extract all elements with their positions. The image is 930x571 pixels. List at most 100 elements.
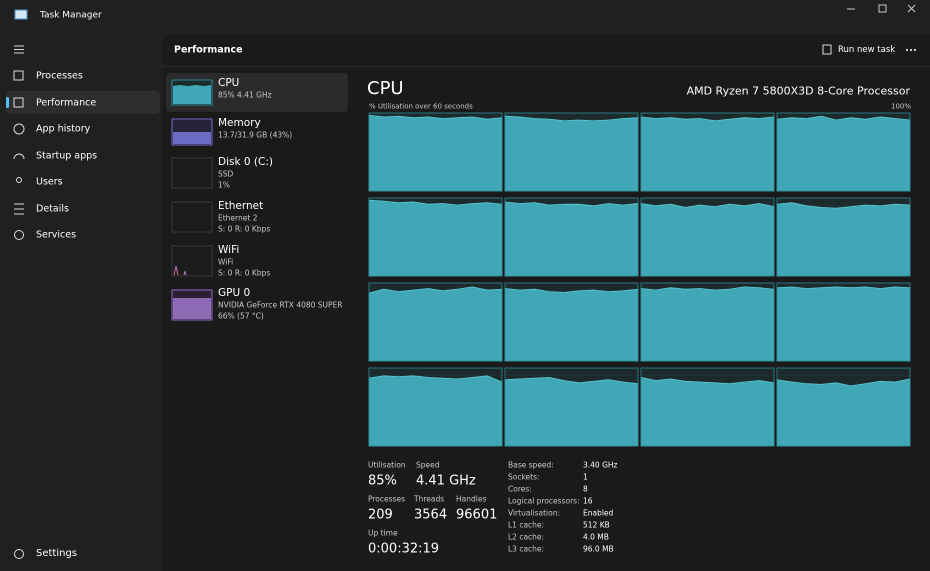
core-graphs — [368, 112, 911, 447]
device-detail: SSD — [218, 169, 234, 179]
core-utilisation-area — [368, 286, 503, 362]
maximize-button[interactable] — [878, 4, 887, 13]
core-utilisation-area — [776, 202, 911, 277]
stat-label: Processes — [368, 494, 405, 504]
spec-value: 16 — [583, 496, 593, 506]
spec-label: L1 cache: — [508, 520, 545, 530]
device-detail: 13.7/31.9 GB (43%) — [218, 130, 293, 140]
stat-value: 0:00:32:19 — [368, 541, 440, 557]
spec-value: 3.40 GHz — [583, 460, 618, 470]
device-detail: 66% (57 °C) — [218, 310, 264, 320]
core-graph-border — [776, 197, 911, 277]
device-detail: 1% — [218, 179, 230, 189]
device-detail: S: 0 R: 0 Kbps — [218, 223, 271, 233]
core-utilisation-area — [640, 203, 775, 277]
app-history-icon — [13, 123, 25, 135]
stat-label: Up time — [368, 528, 398, 538]
spec-label: L3 cache: — [508, 544, 545, 554]
spec-label: Logical processors: — [508, 496, 580, 506]
spec-value: 96.0 MB — [583, 544, 614, 554]
stat-label: Utilisation — [368, 460, 406, 470]
graph-label: % Utilisation over 60 seconds — [369, 102, 473, 111]
page-title: Performance — [174, 44, 243, 56]
core-utilisation-area — [776, 286, 911, 362]
nav-item[interactable]: Users — [36, 176, 63, 188]
core-utilisation-area — [776, 115, 911, 192]
run-task-icon[interactable] — [822, 44, 832, 55]
nav-item[interactable]: Startup apps — [36, 150, 98, 162]
core-graph-border — [640, 282, 775, 362]
graph-max: 100% — [890, 102, 911, 111]
nav-item[interactable]: Services — [36, 229, 77, 241]
core-graph-border — [640, 197, 775, 277]
nav-item[interactable]: Processes — [36, 70, 83, 82]
core-graph-border — [640, 112, 775, 192]
device-name[interactable]: Memory — [218, 116, 261, 129]
core-utilisation-area — [504, 288, 639, 362]
spec-label: Virtualisation: — [508, 508, 560, 518]
stat-value: 209 — [368, 507, 393, 523]
core-graph-border — [504, 367, 639, 447]
stat-value: 3564 — [414, 507, 448, 523]
ethernet-thumb — [171, 201, 213, 233]
device-detail: NVIDIA GeForce RTX 4080 SUPER — [218, 300, 343, 310]
startup-icon — [13, 153, 25, 160]
menu-button[interactable] — [14, 45, 24, 54]
core-utilisation-area — [368, 114, 503, 192]
window-title: Task Manager — [40, 10, 102, 21]
nav-item[interactable]: Performance — [36, 97, 97, 109]
device-detail: 85% 4.41 GHz — [218, 90, 272, 100]
core-utilisation-area — [504, 115, 639, 192]
processes-icon — [13, 70, 24, 81]
nav-item[interactable]: App history — [36, 123, 91, 135]
more-button[interactable] — [905, 48, 917, 52]
core-graph-border — [368, 197, 503, 277]
stat-label: Speed — [416, 460, 440, 470]
cpu-title: CPU — [367, 78, 404, 99]
core-utilisation-area — [504, 201, 639, 277]
device-name[interactable]: WiFi — [218, 243, 240, 256]
stat-label: Handles — [456, 494, 487, 504]
stat-value: 96601 — [456, 507, 498, 523]
spec-label: Cores: — [508, 484, 532, 494]
services-icon — [14, 230, 24, 240]
device-name[interactable]: Disk 0 (C:) — [218, 155, 273, 168]
nav-icons — [13, 70, 25, 559]
cpu-model: AMD Ryzen 7 5800X3D 8-Core Processor — [686, 84, 910, 98]
core-graph-border — [504, 282, 639, 362]
core-utilisation-area — [368, 375, 503, 447]
core-utilisation-area — [776, 378, 911, 447]
settings-icon — [14, 549, 24, 559]
core-graph-border — [368, 282, 503, 362]
device-name[interactable]: CPU — [218, 76, 240, 89]
stat-value: 85% — [368, 473, 397, 489]
memory-thumb-area — [173, 132, 211, 144]
core-graph-border — [640, 367, 775, 447]
spec-label: Sockets: — [508, 472, 540, 482]
core-graph-border — [368, 112, 503, 192]
core-utilisation-area — [640, 286, 775, 362]
nav-settings[interactable]: Settings — [36, 548, 78, 559]
device-name[interactable]: GPU 0 — [218, 286, 251, 299]
performance-icon — [13, 97, 24, 108]
close-button[interactable] — [907, 4, 916, 13]
details-icon — [14, 203, 24, 215]
device-detail: WiFi — [218, 257, 234, 267]
wifi-thumb — [171, 245, 213, 277]
cpu-thumb-area — [173, 85, 211, 104]
run-new-task[interactable]: Run new task — [838, 44, 896, 55]
device-name[interactable]: Ethernet — [218, 199, 264, 212]
nav-accent — [6, 97, 9, 108]
core-graph-border — [776, 367, 911, 447]
device-detail: S: 0 R: 0 Kbps — [218, 267, 271, 277]
core-graph-border — [776, 282, 911, 362]
core-graph-border — [776, 112, 911, 192]
spec-value: 4.0 MB — [583, 532, 609, 542]
spec-value: Enabled — [583, 508, 614, 518]
device-detail: Ethernet 2 — [218, 213, 258, 223]
nav-item[interactable]: Details — [36, 203, 69, 215]
core-utilisation-area — [504, 376, 639, 447]
spec-value: 1 — [583, 472, 588, 482]
